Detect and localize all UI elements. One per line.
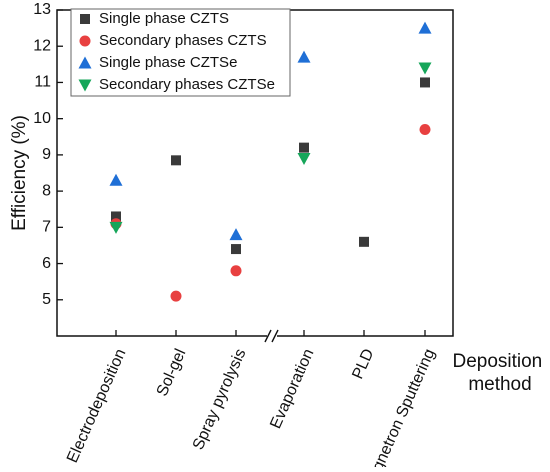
data-point (297, 153, 311, 166)
y-tick-label: 5 (42, 291, 51, 308)
data-point (109, 221, 123, 234)
data-point (299, 142, 309, 153)
data-point (231, 244, 241, 255)
x-tick-label: Spray pyrolysis (190, 346, 250, 452)
data-point (109, 173, 123, 186)
x-tick-label: Electrodeposition (64, 346, 129, 465)
x-axis-title-line-2: method (468, 374, 531, 395)
legend-marker (78, 79, 92, 92)
y-tick-label: 9 (42, 146, 51, 163)
legend-marker (78, 56, 92, 69)
x-axis-title-line-1: Deposition (452, 351, 542, 372)
data-point (418, 62, 432, 75)
y-tick-label: 6 (42, 255, 51, 272)
x-tick-label: Sol-gel (154, 346, 190, 398)
legend-label: Secondary phases CZTS (99, 32, 267, 49)
y-tick-label: 11 (34, 74, 51, 91)
data-point (171, 155, 181, 166)
x-tick-label: PLD (349, 346, 377, 381)
axis-break-mark (264, 329, 279, 343)
legend-label: Single phase CZTSe (99, 54, 237, 71)
y-tick-label: 7 (42, 219, 51, 236)
axis-break-slash (271, 329, 279, 343)
axis-break-gap (267, 332, 277, 340)
data-point (111, 211, 121, 222)
data-point (229, 228, 243, 241)
y-tick-label: 12 (33, 37, 51, 54)
legend-label: Single phase CZTS (99, 10, 229, 27)
data-points (109, 21, 432, 302)
data-point (420, 77, 430, 88)
x-axis: Electrodeposition Sol-gel Spray pyrolysis E… (64, 330, 439, 472)
y-axis: 5 6 7 8 9 10 11 12 13 (33, 1, 63, 308)
legend-marker (80, 14, 90, 24)
legend: Single phase CZTS Secondary phases CZTS Si… (70, 8, 291, 97)
y-tick-label: 8 (42, 182, 51, 199)
y-tick-label: 10 (33, 110, 51, 127)
y-tick-label: 13 (33, 1, 51, 18)
data-point (419, 124, 431, 136)
x-axis-title: Deposition method (452, 351, 547, 395)
legend-frame (70, 8, 291, 97)
x-tick-label: Evaporation (267, 346, 317, 431)
data-point (297, 50, 311, 63)
axis-break-slash (264, 329, 272, 343)
data-point (170, 290, 182, 302)
legend-label: Secondary phases CZTSe (99, 76, 275, 93)
data-point (359, 236, 369, 247)
data-point (418, 21, 432, 34)
data-point (230, 265, 242, 277)
y-axis-title: Efficiency (%) (9, 115, 30, 231)
legend-marker (79, 35, 91, 47)
